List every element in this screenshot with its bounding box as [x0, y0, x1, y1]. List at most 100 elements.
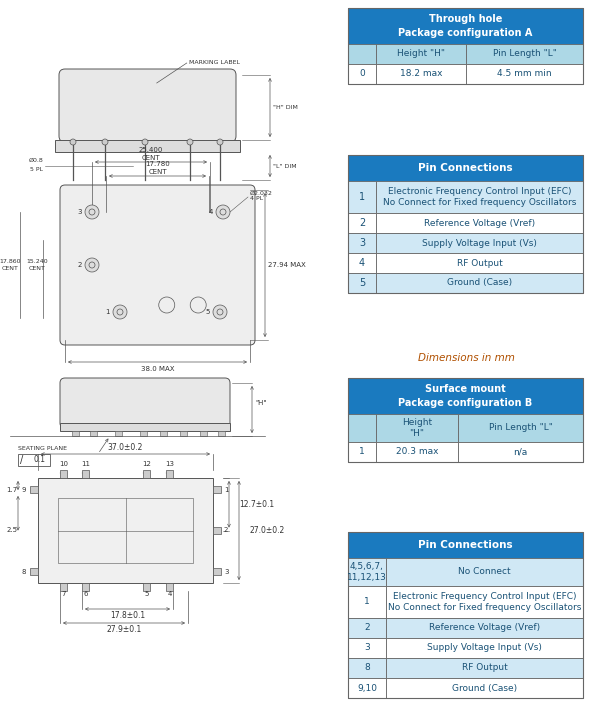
Bar	[376, 213, 583, 233]
Text: Ground (Case): Ground (Case)	[452, 683, 517, 693]
Bar	[213, 527, 221, 534]
Bar	[348, 181, 376, 213]
Bar	[38, 478, 213, 583]
Text: 12: 12	[142, 461, 151, 467]
Bar	[166, 583, 173, 591]
Text: Through hole
Package configuration A: Through hole Package configuration A	[398, 14, 532, 38]
Bar	[348, 155, 583, 181]
Text: 2: 2	[364, 623, 370, 633]
Text: 8: 8	[21, 568, 26, 575]
Text: 9,10: 9,10	[357, 683, 377, 693]
Bar	[55, 140, 240, 152]
Bar	[386, 586, 583, 618]
Text: 13: 13	[165, 461, 174, 467]
Text: 1: 1	[359, 192, 365, 202]
Text: 2: 2	[224, 528, 228, 534]
Text: Reference Voltage (Vref): Reference Voltage (Vref)	[424, 218, 535, 228]
Text: 37.0±0.2: 37.0±0.2	[108, 443, 143, 453]
Text: 1.7: 1.7	[7, 487, 18, 492]
Text: 0: 0	[359, 69, 365, 79]
Bar	[115, 431, 122, 436]
Circle shape	[85, 258, 99, 272]
FancyBboxPatch shape	[60, 185, 255, 345]
Bar	[348, 586, 386, 618]
Bar	[348, 8, 583, 44]
Bar	[348, 678, 386, 698]
Bar	[82, 470, 89, 478]
Bar	[166, 470, 173, 478]
Text: "H" DIM: "H" DIM	[273, 105, 298, 110]
Text: RF Output: RF Output	[457, 259, 502, 268]
Text: Pin Connections: Pin Connections	[418, 163, 513, 173]
Bar	[386, 658, 583, 678]
Text: 7: 7	[61, 591, 66, 597]
Bar	[376, 442, 458, 462]
Circle shape	[70, 139, 76, 145]
Text: 20.3 max: 20.3 max	[396, 448, 439, 456]
Text: 8: 8	[364, 664, 370, 672]
Text: 1: 1	[106, 309, 110, 315]
Text: 3: 3	[359, 238, 365, 248]
Text: 17.780
CENT: 17.780 CENT	[145, 161, 170, 174]
Text: 3: 3	[364, 643, 370, 652]
Circle shape	[213, 305, 227, 319]
Text: 2.5: 2.5	[7, 528, 18, 534]
Text: 12.7±0.1: 12.7±0.1	[239, 500, 275, 509]
Text: 4: 4	[167, 591, 172, 597]
Text: 9: 9	[21, 487, 26, 492]
Bar	[30, 568, 38, 575]
Bar	[180, 431, 187, 436]
Text: 27.9±0.1: 27.9±0.1	[106, 625, 142, 635]
Text: 1: 1	[224, 487, 229, 492]
Bar	[386, 618, 583, 638]
Text: 5: 5	[144, 591, 149, 597]
Bar	[348, 213, 376, 233]
Bar	[376, 273, 583, 293]
Circle shape	[102, 139, 108, 145]
Text: 27.94 MAX: 27.94 MAX	[268, 262, 306, 268]
Text: 0.1: 0.1	[34, 455, 46, 464]
Circle shape	[142, 139, 148, 145]
Bar	[348, 64, 376, 84]
Bar	[348, 8, 583, 84]
Bar	[386, 558, 583, 586]
Text: Height "H": Height "H"	[397, 49, 445, 59]
Text: "L" DIM: "L" DIM	[273, 163, 297, 168]
Bar	[60, 423, 230, 431]
Text: Electronic Frequency Control Input (EFC)
No Connect for Fixed frequency Oscillat: Electronic Frequency Control Input (EFC)…	[383, 187, 576, 207]
Bar	[376, 253, 583, 273]
Bar	[82, 583, 89, 591]
Bar	[376, 64, 466, 84]
Text: 2: 2	[77, 262, 82, 268]
Bar	[160, 431, 167, 436]
Bar	[58, 498, 193, 563]
Text: SEATING PLANE: SEATING PLANE	[18, 447, 67, 451]
Text: 5: 5	[206, 309, 210, 315]
Bar	[386, 678, 583, 698]
Text: Pin Connections: Pin Connections	[418, 540, 513, 550]
Text: Reference Voltage (Vref): Reference Voltage (Vref)	[429, 623, 540, 633]
Text: n/a: n/a	[514, 448, 528, 456]
Text: 5: 5	[359, 278, 365, 288]
Bar	[348, 44, 376, 64]
Bar	[72, 431, 79, 436]
Text: Pin Length "L": Pin Length "L"	[489, 424, 553, 432]
Bar	[90, 431, 97, 436]
Text: Supply Voltage Input (Vs): Supply Voltage Input (Vs)	[427, 643, 542, 652]
Bar	[348, 442, 376, 462]
Text: Surface mount
Package configuration B: Surface mount Package configuration B	[398, 385, 532, 408]
Bar	[60, 583, 67, 591]
Bar	[213, 486, 221, 493]
Bar	[348, 618, 386, 638]
Bar	[348, 155, 583, 293]
Text: 10: 10	[59, 461, 68, 467]
Bar	[466, 64, 583, 84]
Bar	[348, 638, 386, 658]
FancyBboxPatch shape	[59, 69, 236, 142]
Bar	[466, 44, 583, 64]
Text: 4.5 mm min: 4.5 mm min	[497, 69, 552, 79]
Bar	[348, 532, 583, 698]
Text: 4: 4	[359, 258, 365, 268]
Text: RF Output: RF Output	[462, 664, 508, 672]
Text: 5 PL: 5 PL	[30, 167, 43, 172]
